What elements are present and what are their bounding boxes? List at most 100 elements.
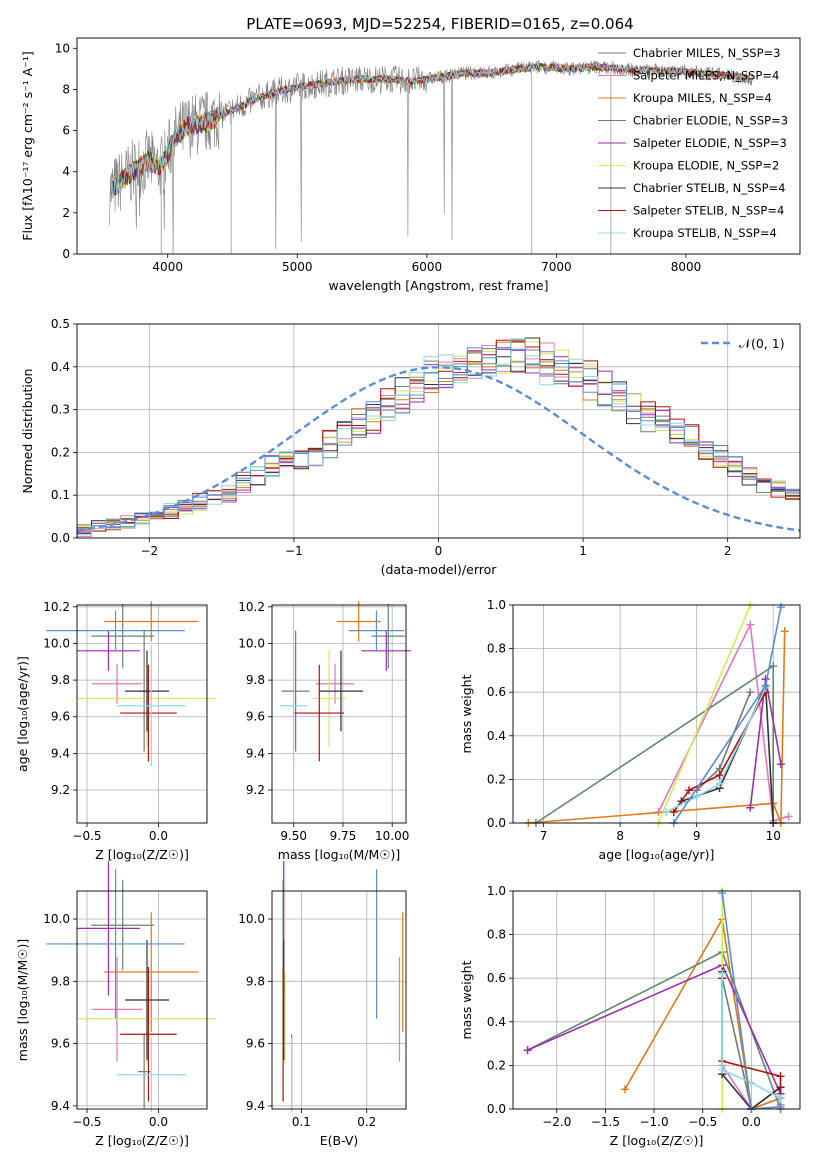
- x-tick-label: 4000: [152, 260, 183, 274]
- figure-title: PLATE=0693, MJD=52254, FIBERID=0165, z=0…: [246, 15, 633, 33]
- axes-frame: [512, 890, 801, 1110]
- y-tick-label: 0.3: [51, 403, 70, 417]
- y-tick-label: 9.6: [51, 710, 70, 724]
- mass-weight-marker: [718, 969, 727, 978]
- y-axis-label: mass weight: [459, 960, 474, 1039]
- y-tick-label: 10.0: [238, 912, 265, 926]
- y-tick-label: 9.4: [51, 1099, 70, 1113]
- x-axis-label: Z [log₁₀(Z/Z☉)]: [610, 1133, 704, 1148]
- residual-histogram: [76, 347, 801, 538]
- y-axis-label: Flux [fλ10⁻¹⁷ erg cm⁻² s⁻¹ A⁻¹]: [20, 51, 35, 240]
- mass-weight-line: [657, 621, 789, 822]
- y-tick-label: 0.6: [487, 971, 506, 985]
- x-tick-label: −1.5: [591, 1115, 620, 1129]
- legend-label: Chabrier STELIB, N_SSP=4: [633, 181, 785, 195]
- residuals-panel: −2 −1 0 1 2 0.0 0.1 0.2 0.3 0.4 0.5 (data-model)/er…: [20, 317, 801, 577]
- mass-weight-marker: [715, 779, 724, 788]
- x-tick-label: 1: [579, 544, 587, 558]
- mass-weight-marker: [776, 1102, 785, 1111]
- y-tick-label: 0.2: [487, 1058, 506, 1072]
- y-tick-label: 0.0: [51, 531, 70, 545]
- mass-weight-marker: [746, 620, 755, 629]
- x-tick-label: 7: [540, 829, 548, 843]
- age-vs-z-panel: −0.5 0.0 9.2 9.4 9.6 9.8 10.0 10.2 Z [log₁₀(Z/Z☉…: [15, 600, 217, 862]
- y-tick-label: 0.2: [487, 772, 506, 786]
- axes-frame: [76, 890, 208, 1110]
- mass-weight-line: [721, 973, 781, 1099]
- y-tick-label: 10.0: [43, 912, 70, 926]
- y-tick-label: 10.2: [43, 600, 70, 614]
- x-axis-label: mass [log₁₀(M/M☉)]: [278, 847, 400, 862]
- x-tick-label: 9: [693, 829, 701, 843]
- x-tick-label: 6000: [412, 260, 443, 274]
- y-tick-label: 10.0: [238, 636, 265, 650]
- mass-weight-marker: [776, 1072, 785, 1081]
- mass-weight-marker: [776, 760, 785, 769]
- mass-weight-marker: [746, 803, 755, 812]
- legend-label: Salpeter ELODIE, N_SSP=3: [633, 136, 787, 150]
- y-tick-label: 6: [62, 124, 70, 138]
- axes-frame: [271, 890, 407, 1110]
- mass-weight-marker: [776, 603, 785, 612]
- y-tick-label: 4: [62, 165, 70, 179]
- y-tick-label: 9.2: [51, 783, 70, 797]
- mass-weight-line: [657, 604, 752, 824]
- y-tick-label: 9.2: [246, 783, 265, 797]
- x-tick-label: 0.2: [357, 1115, 376, 1129]
- axes-frame: [76, 37, 801, 255]
- y-tick-label: 9.8: [51, 673, 70, 687]
- y-tick-label: 0.8: [487, 928, 506, 942]
- y-axis-label: mass weight: [459, 674, 474, 753]
- mass-weight-marker: [769, 662, 778, 671]
- y-tick-label: 9.8: [51, 974, 70, 988]
- y-tick-label: 9.6: [51, 1037, 70, 1051]
- mass-weight-line: [673, 691, 767, 813]
- axes-frame: [512, 604, 801, 824]
- y-tick-label: 0.0: [487, 816, 506, 830]
- x-tick-label: 5000: [282, 260, 313, 274]
- mass-weight-marker: [747, 1078, 756, 1087]
- mass-weight-marker: [718, 1065, 727, 1074]
- legend-label: Chabrier MILES, N_SSP=3: [633, 46, 780, 60]
- y-tick-label: 0.4: [487, 1015, 506, 1029]
- x-tick-label: 0: [435, 544, 443, 558]
- axes-frame: [76, 323, 801, 539]
- y-tick-label: 0.5: [51, 317, 70, 331]
- y-tick-label: 0.4: [487, 729, 506, 743]
- y-tick-label: 9.4: [51, 746, 70, 760]
- y-tick-label: 0: [62, 247, 70, 261]
- y-tick-label: 0.4: [51, 360, 70, 374]
- plot-area: [524, 601, 793, 827]
- x-tick-label: −0.5: [72, 829, 101, 843]
- plot-area: [523, 887, 785, 1113]
- mass-weight-marker: [784, 812, 793, 821]
- x-tick-label: 0.0: [149, 1115, 168, 1129]
- legend-label: 𝒩(0, 1): [739, 336, 785, 351]
- plot-area: [279, 601, 412, 767]
- y-tick-label: 10.2: [238, 600, 265, 614]
- spectrum-legend: Chabrier MILES, N_SSP=3 Salpeter MILES, N…: [598, 46, 788, 240]
- y-tick-label: 9.8: [246, 673, 265, 687]
- x-tick-label: 8: [616, 829, 624, 843]
- x-tick-label: −0.5: [72, 1115, 101, 1129]
- y-tick-label: 0.8: [487, 642, 506, 656]
- x-tick-label: −1: [285, 544, 303, 558]
- x-tick-label: 9.75: [330, 829, 357, 843]
- x-tick-label: −2.0: [542, 1115, 571, 1129]
- mass-weight-marker: [662, 808, 671, 817]
- axes-frame: [76, 604, 208, 824]
- mass-weight-marker: [761, 681, 770, 690]
- x-tick-label: 7000: [541, 260, 572, 274]
- mass-weight-marker: [718, 889, 727, 898]
- x-tick-label: 0.1: [292, 1115, 311, 1129]
- mass-weight-marker: [669, 808, 678, 817]
- y-axis-label: age [log₁₀(age/yr)]: [15, 656, 30, 772]
- y-tick-label: 10: [55, 41, 70, 55]
- gaussian-curve: [76, 366, 801, 532]
- x-axis-label: age [log₁₀(age/yr)]: [599, 847, 715, 862]
- y-tick-label: 0.1: [51, 488, 70, 502]
- y-axis-label: mass [log₁₀(M/M☉)]: [15, 939, 30, 1061]
- x-axis-label: (data-model)/error: [381, 562, 498, 577]
- plot-area: [109, 59, 754, 254]
- legend-label: Chabrier ELODIE, N_SSP=3: [633, 114, 788, 128]
